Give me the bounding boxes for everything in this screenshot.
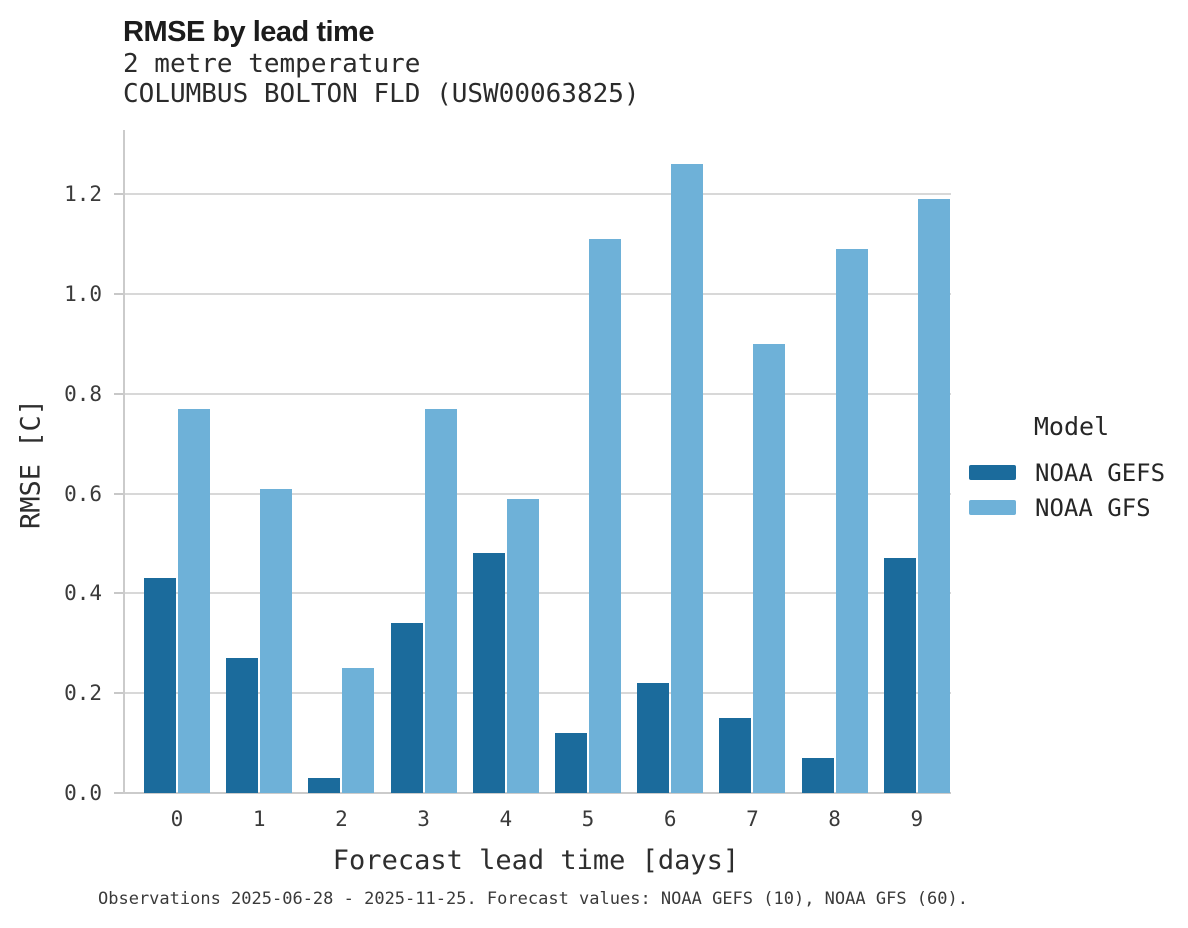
- y-tick-1.2: [114, 193, 123, 196]
- x-tick-label-1: 1: [252, 807, 266, 831]
- footer-caption: Observations 2025-06-28 - 2025-11-25. Fo…: [98, 889, 968, 909]
- y-tick-label-0.2: 0.2: [64, 681, 102, 706]
- x-tick-label-3: 3: [417, 807, 430, 831]
- y-axis-label: RMSE [C]: [15, 398, 47, 530]
- y-tick-0.4: [114, 592, 123, 595]
- grid-line-0.6: [125, 492, 951, 495]
- x-tick-label-9: 9: [910, 807, 924, 831]
- bar-noaa-gfs-lead-5: [589, 239, 621, 793]
- bar-noaa-gefs-lead-9: [883, 558, 916, 793]
- bar-noaa-gefs-lead-6: [637, 683, 670, 793]
- bar-noaa-gefs-lead-8: [801, 758, 834, 793]
- grid-line-0.8: [125, 392, 951, 395]
- x-tick-label-0: 0: [170, 807, 184, 831]
- bar-noaa-gefs-lead-0: [144, 578, 176, 793]
- grid-line-1.0: [125, 293, 951, 295]
- bar-noaa-gfs-lead-8: [835, 249, 868, 793]
- y-tick-1.0: [114, 293, 123, 295]
- legend-label-gefs: NOAA GEFS: [1035, 458, 1166, 487]
- x-axis-spine: [123, 792, 951, 794]
- legend-entry-gfs: NOAA GFS: [969, 490, 1174, 525]
- y-tick-label-1.0: 1.0: [64, 282, 102, 306]
- x-tick-label-4: 4: [499, 807, 513, 831]
- y-tick-label-0.0: 0.0: [64, 781, 102, 805]
- bar-noaa-gfs-lead-2: [342, 668, 375, 793]
- grid-line-1.2: [125, 193, 951, 196]
- y-tick-label-0.6: 0.6: [64, 481, 102, 506]
- bar-noaa-gfs-lead-1: [260, 489, 293, 793]
- bar-noaa-gefs-lead-2: [308, 778, 341, 793]
- bar-noaa-gfs-lead-3: [424, 409, 457, 793]
- bar-noaa-gefs-lead-3: [390, 623, 423, 793]
- bar-noaa-gfs-lead-6: [671, 164, 704, 793]
- bar-noaa-gfs-lead-7: [753, 344, 786, 793]
- x-tick-label-2: 2: [335, 807, 348, 831]
- y-tick-label-0.8: 0.8: [64, 381, 102, 406]
- bar-noaa-gfs-lead-0: [178, 409, 210, 793]
- legend-swatch-gfs: [969, 500, 1016, 515]
- legend-entry-gefs: NOAA GEFS: [969, 455, 1174, 490]
- x-tick-label-5: 5: [581, 807, 595, 831]
- chart-subtitle-station: COLUMBUS BOLTON FLD (USW00063825): [123, 79, 640, 109]
- bar-noaa-gefs-lead-4: [472, 553, 505, 793]
- y-tick-0.8: [114, 392, 123, 395]
- chart-subtitle-variable: 2 metre temperature: [123, 49, 421, 79]
- y-tick-0.6: [114, 492, 123, 495]
- y-tick-label-0.4: 0.4: [64, 581, 102, 606]
- legend-title: Model: [1033, 412, 1110, 441]
- header: RMSE by lead time 2 metre temperature CO…: [123, 16, 640, 109]
- y-tick-0.2: [114, 692, 123, 695]
- y-tick-0.0: [114, 792, 123, 794]
- legend: Model NOAA GEFS NOAA GFS: [969, 412, 1174, 525]
- chart-title: RMSE by lead time: [123, 16, 374, 48]
- bar-noaa-gefs-lead-7: [719, 718, 752, 793]
- y-tick-label-1.2: 1.2: [64, 182, 102, 207]
- x-tick-label-6: 6: [663, 807, 677, 831]
- bar-noaa-gfs-lead-9: [917, 199, 950, 793]
- x-axis-label: Forecast lead time [days]: [332, 845, 740, 876]
- legend-swatch-gefs: [969, 465, 1016, 480]
- x-tick-label-7: 7: [746, 807, 759, 831]
- bar-noaa-gefs-lead-1: [226, 658, 259, 793]
- bar-noaa-gefs-lead-5: [555, 733, 587, 793]
- x-tick-label-8: 8: [828, 807, 841, 831]
- legend-label-gfs: NOAA GFS: [1035, 493, 1151, 522]
- bar-noaa-gfs-lead-4: [506, 499, 539, 793]
- plot-area: 0.0 0.2 0.4 0.6 0.8 1.0 1.2 0 1 2 3 4 5 6 7 8 9: [64, 130, 951, 831]
